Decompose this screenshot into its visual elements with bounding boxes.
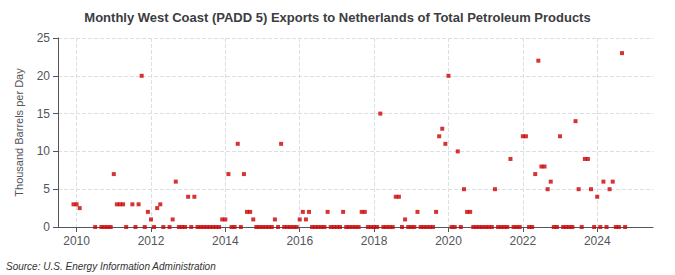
svg-text:25: 25 (37, 31, 51, 45)
svg-text:10: 10 (37, 144, 51, 158)
svg-text:2012: 2012 (138, 234, 165, 248)
svg-text:15: 15 (37, 107, 51, 121)
svg-text:Source: U.S. Energy Informatio: Source: U.S. Energy Information Administ… (6, 261, 216, 272)
svg-text:Thousand Barrels per Day: Thousand Barrels per Day (13, 68, 25, 197)
svg-text:2024: 2024 (584, 234, 611, 248)
svg-text:20: 20 (37, 69, 51, 83)
svg-text:2014: 2014 (212, 234, 239, 248)
svg-text:5: 5 (43, 182, 50, 196)
svg-text:0: 0 (43, 220, 50, 234)
svg-text:2010: 2010 (63, 234, 90, 248)
svg-text:2016: 2016 (286, 234, 313, 248)
svg-text:Monthly West Coast (PADD 5) Ex: Monthly West Coast (PADD 5) Exports to N… (84, 10, 590, 25)
svg-text:2022: 2022 (509, 234, 536, 248)
svg-text:2018: 2018 (361, 234, 388, 248)
svg-text:2020: 2020 (435, 234, 462, 248)
